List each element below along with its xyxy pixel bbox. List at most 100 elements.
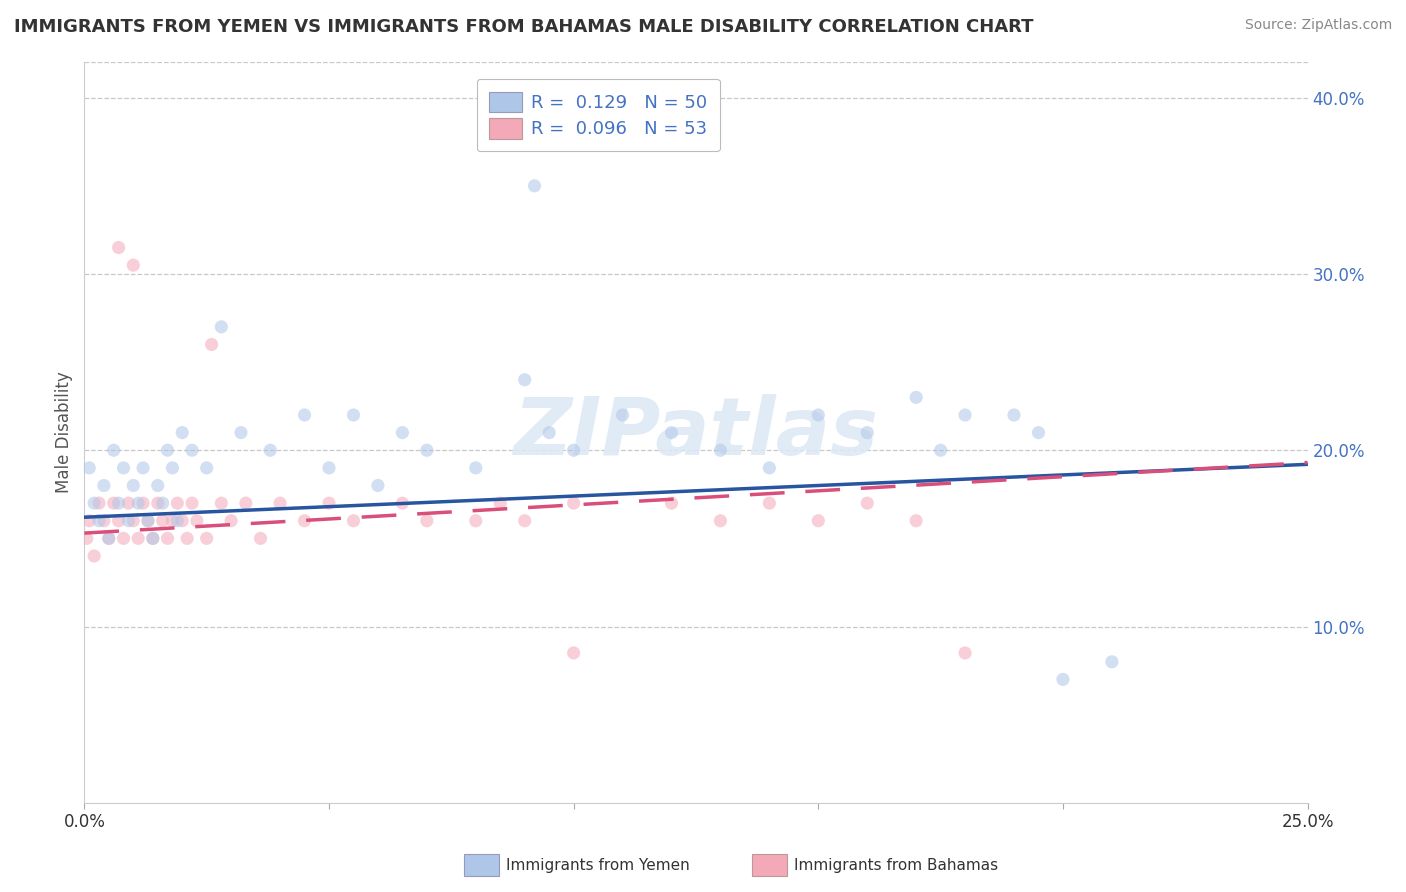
Point [538,425,561,440]
Point [249,532,271,546]
Point [856,425,879,440]
Point [416,514,439,528]
Text: Immigrants from Yemen: Immigrants from Yemen [506,858,690,872]
Point [758,461,780,475]
Point [142,532,165,546]
Point [132,461,155,475]
Point [342,408,364,422]
Point [709,443,731,458]
Point [807,408,830,422]
Y-axis label: Male Disability: Male Disability [55,372,73,493]
Point [318,496,340,510]
Point [953,646,976,660]
Point [152,514,174,528]
Point [77,461,100,475]
Point [166,496,188,510]
Point [807,514,830,528]
Point [758,496,780,510]
Point [97,532,120,546]
Point [523,178,546,193]
Point [1101,655,1123,669]
Point [146,496,169,510]
Point [172,514,194,528]
Point [107,240,129,255]
Point [229,425,252,440]
Point [172,425,194,440]
Point [367,478,389,492]
Point [391,425,413,440]
Point [142,532,165,546]
Point [905,390,928,404]
Point [195,532,218,546]
Point [342,514,364,528]
Point [132,496,155,510]
Point [87,514,110,528]
Point [235,496,257,510]
Point [905,514,928,528]
Point [83,496,105,510]
Point [1028,425,1050,440]
Point [294,514,316,528]
Point [107,514,129,528]
Point [146,478,169,492]
Point [156,532,179,546]
Point [117,496,139,510]
Point [112,461,135,475]
Point [181,443,204,458]
Point [929,443,952,458]
Point [219,514,242,528]
Point [1002,408,1025,422]
Point [513,514,536,528]
Point [464,461,486,475]
Point [162,461,184,475]
Point [162,514,184,528]
Point [661,425,683,440]
Point [562,496,585,510]
Point [156,443,179,458]
Point [103,443,125,458]
Point [112,532,135,546]
Point [176,532,198,546]
Point [122,478,145,492]
Point [209,496,232,510]
Point [122,514,145,528]
Point [136,514,159,528]
Point [294,408,316,422]
Text: Immigrants from Bahamas: Immigrants from Bahamas [794,858,998,872]
Point [391,496,413,510]
Point [127,532,149,546]
Point [513,373,536,387]
Point [186,514,208,528]
Point [562,646,585,660]
Point [103,496,125,510]
Point [152,496,174,510]
Text: IMMIGRANTS FROM YEMEN VS IMMIGRANTS FROM BAHAMAS MALE DISABILITY CORRELATION CHA: IMMIGRANTS FROM YEMEN VS IMMIGRANTS FROM… [14,18,1033,36]
Point [562,443,585,458]
Point [269,496,291,510]
Point [77,514,100,528]
Point [166,514,188,528]
Point [107,496,129,510]
Point [489,496,512,510]
Point [117,514,139,528]
Point [195,461,218,475]
Point [612,408,634,422]
Point [87,496,110,510]
Point [661,496,683,510]
Point [709,514,731,528]
Point [93,478,115,492]
Point [856,496,879,510]
Legend: R =  0.129   N = 50, R =  0.096   N = 53: R = 0.129 N = 50, R = 0.096 N = 53 [477,78,720,152]
Point [1052,673,1074,687]
Point [136,514,159,528]
Point [181,496,204,510]
Point [209,319,232,334]
Point [76,532,98,546]
Point [122,258,145,272]
Point [93,514,115,528]
Text: Source: ZipAtlas.com: Source: ZipAtlas.com [1244,18,1392,32]
Point [416,443,439,458]
Point [200,337,222,351]
Point [953,408,976,422]
Point [464,514,486,528]
